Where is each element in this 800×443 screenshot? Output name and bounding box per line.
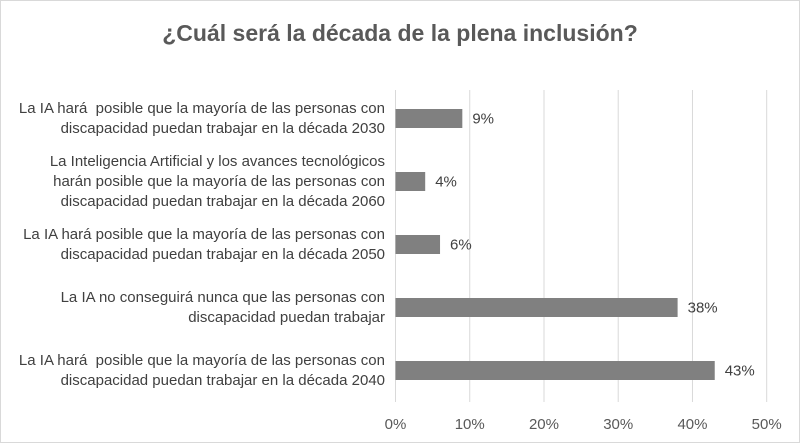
category-label-line: discapacidad puedan trabajar en la décad… [60, 192, 385, 210]
bar [395, 298, 678, 317]
x-tick-label: 10% [455, 416, 485, 433]
bar [395, 361, 715, 380]
x-tick-label: 20% [529, 416, 559, 433]
category-label-line: La IA no conseguirá nunca que las person… [60, 288, 385, 306]
category-label-line: discapacidad puedan trabajar en la décad… [60, 371, 385, 389]
bar [395, 109, 463, 128]
x-tick-label: 40% [677, 416, 707, 433]
x-tick-label: 50% [752, 416, 782, 433]
data-label: 4% [435, 174, 457, 191]
data-label: 38% [688, 300, 718, 317]
category-label: La IA hará posible que la mayoría de las… [0, 99, 385, 139]
category-label-line: La IA hará posible que la mayoría de las… [18, 99, 385, 117]
data-label: 6% [450, 237, 472, 254]
bar [395, 235, 441, 254]
chart-title: ¿Cuál será la década de la plena inclusi… [162, 20, 638, 46]
category-label: La Inteligencia Artificial y los avances… [0, 152, 385, 212]
category-label-line: discapacidad puedan trabajar en la décad… [60, 245, 385, 263]
category-label-line: discapacidad puedan trabajar en la décad… [60, 119, 385, 137]
category-label-line: La IA hará posible que la mayoría de las… [23, 225, 385, 243]
bar [395, 172, 426, 191]
category-label-line: La Inteligencia Artificial y los avances… [49, 152, 385, 170]
x-tick-label: 30% [603, 416, 633, 433]
category-label: La IA hará posible que la mayoría de las… [0, 351, 385, 391]
category-label: La IA hará posible que la mayoría de las… [0, 225, 385, 265]
category-label-line: La IA hará posible que la mayoría de las… [18, 351, 385, 369]
x-tick-label: 0% [385, 416, 407, 433]
category-label: La IA no conseguirá nunca que las person… [0, 288, 385, 328]
category-label-line: harán posible que la mayoría de las pers… [53, 172, 385, 190]
category-label-line: discapacidad puedan trabajar [188, 308, 385, 326]
data-label: 9% [472, 111, 494, 128]
data-label: 43% [725, 363, 755, 380]
